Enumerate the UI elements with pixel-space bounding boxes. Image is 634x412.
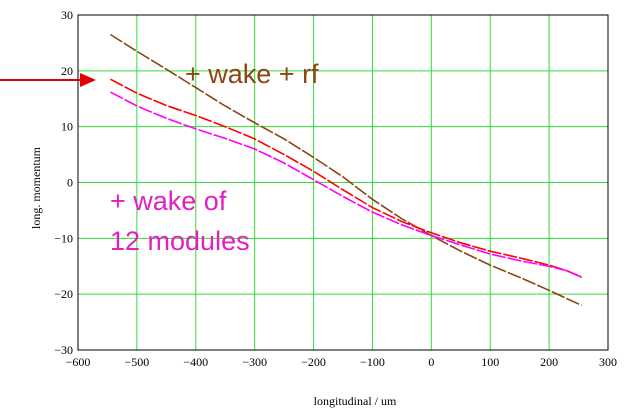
x-tick-labels: −600 −500 −400 −300 −200 −100 0 100 200 300	[66, 355, 617, 369]
y-axis-title: long. momentum	[29, 146, 43, 229]
series-line-2	[110, 91, 582, 278]
x-tick-label: −600	[66, 355, 91, 369]
x-tick-label: −100	[360, 355, 385, 369]
series-group	[109, 33, 582, 307]
annotation-wake-modules-line1: + wake of	[110, 186, 227, 216]
y-tick-label: 10	[61, 120, 73, 134]
series-line-0	[109, 33, 582, 307]
series-line-1	[110, 78, 582, 279]
x-tick-label: −300	[242, 355, 267, 369]
arrow-head	[80, 73, 96, 87]
x-tick-label: −400	[183, 355, 208, 369]
pointer-arrow	[0, 73, 96, 87]
x-tick-label: 0	[428, 355, 434, 369]
x-axis-title: longitudinal / um	[314, 394, 397, 408]
x-tick-label: −200	[301, 355, 326, 369]
x-tick-label: −500	[124, 355, 149, 369]
x-tick-label: 200	[540, 355, 558, 369]
y-tick-label: −30	[54, 343, 73, 357]
grid	[77, 14, 609, 351]
y-tick-label: −10	[54, 231, 73, 245]
y-tick-label: −20	[54, 287, 73, 301]
x-tick-label: 100	[481, 355, 499, 369]
plot-frame	[77, 14, 609, 351]
y-tick-label: 0	[67, 176, 73, 190]
y-tick-labels: −30 −20 −10 0 10 20 30	[54, 8, 73, 357]
annotation-wake-rf: + wake + rf	[185, 59, 319, 89]
y-tick-label: 20	[61, 64, 73, 78]
y-tick-label: 30	[61, 8, 73, 22]
annotation-wake-modules-line2: 12 modules	[110, 226, 250, 256]
x-tick-label: 300	[599, 355, 617, 369]
